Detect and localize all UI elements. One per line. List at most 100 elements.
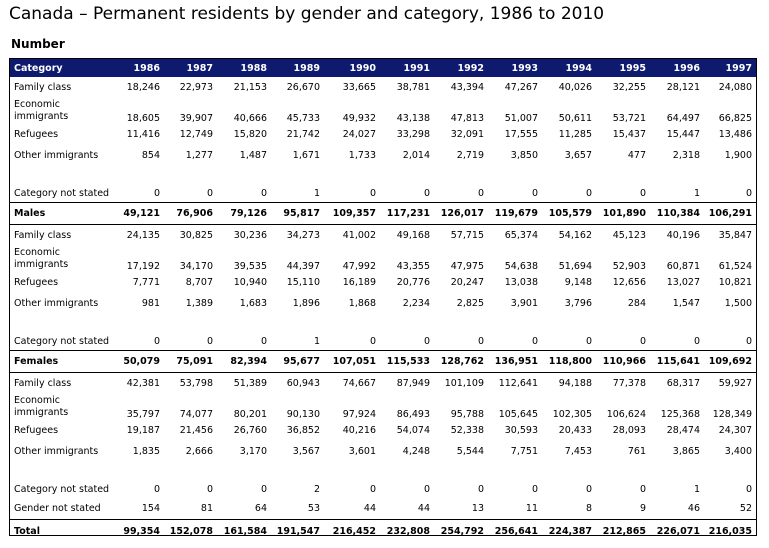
table-cell: 30,236 <box>233 230 267 241</box>
row-label: Other immigrants <box>14 446 99 457</box>
table-cell: 4,248 <box>402 446 430 457</box>
table-cell: 1,683 <box>239 298 267 309</box>
row-label: Family class <box>14 230 72 241</box>
table-cell: 115,641 <box>650 350 704 373</box>
table-cell: 7,771 <box>132 277 160 288</box>
table-cell: 30,825 <box>179 230 213 241</box>
table-cell: 0 <box>745 484 752 495</box>
table-cell: 3,657 <box>564 150 592 161</box>
table-total-row: Males 49,121 76,906 79,126 95,817 109,357 117,… <box>10 202 756 225</box>
table-cell: 1,547 <box>672 298 700 309</box>
table-cell: 49,168 <box>396 230 430 241</box>
table-cell: 52 <box>739 503 752 514</box>
table-cell: 74,077 <box>179 409 213 420</box>
table-cell: 8,707 <box>185 277 213 288</box>
table-cell: 112,641 <box>498 378 538 389</box>
table-cell: 0 <box>585 188 592 199</box>
table-cell: 47,975 <box>450 261 484 272</box>
table-cell: 106,624 <box>606 409 646 420</box>
table-cell: 119,679 <box>488 202 542 225</box>
table-cell: 65,374 <box>504 230 538 241</box>
table-cell: 80,201 <box>233 409 267 420</box>
table-cell: 24,307 <box>718 425 752 436</box>
table-cell: 110,966 <box>596 350 650 373</box>
row-label: Economic immigrants <box>14 395 69 418</box>
table-cell: 152,078 <box>164 519 217 542</box>
table-cell: 3,865 <box>672 446 700 457</box>
table-cell: 13,486 <box>718 129 752 140</box>
table-cell: 20,433 <box>558 425 592 436</box>
table-cell: 21,456 <box>179 425 213 436</box>
table-cell: 10,940 <box>233 277 267 288</box>
table-cell: 0 <box>531 336 538 347</box>
table-cell: 53,721 <box>612 113 646 124</box>
table-cell: 125,368 <box>660 409 700 420</box>
table-cell: 82,394 <box>217 350 271 373</box>
table-body: Family class 18,246 22,973 21,153 26,670 33,6… <box>10 77 756 542</box>
table-cell: 0 <box>745 188 752 199</box>
table-cell: 3,567 <box>292 446 320 457</box>
unit-label: Number <box>11 37 65 51</box>
column-header-category: Category <box>10 59 114 77</box>
table-cell: 20,776 <box>396 277 430 288</box>
table-cell: 28,121 <box>666 82 700 93</box>
table-cell: 22,973 <box>179 82 213 93</box>
table-cell: 126,017 <box>434 202 488 225</box>
table-cell: 0 <box>206 336 213 347</box>
table-cell: 43,355 <box>396 261 430 272</box>
table-cell: 49,121 <box>114 202 164 225</box>
column-header-year: 1988 <box>217 59 271 77</box>
table-cell: 59,927 <box>718 378 752 389</box>
table-cell: 18,246 <box>126 82 160 93</box>
table-cell: 46 <box>687 503 700 514</box>
table-cell: 105,579 <box>542 202 596 225</box>
table-cell: 0 <box>153 484 160 495</box>
table-cell: 9,148 <box>564 277 592 288</box>
table-cell: 256,641 <box>488 519 542 542</box>
data-table: Category 1986 1987 1988 1989 1990 1991 1992 199… <box>10 59 756 542</box>
table-cell: 1,277 <box>185 150 213 161</box>
column-header-year: 1990 <box>324 59 380 77</box>
table-cell: 50,079 <box>114 350 164 373</box>
table-cell: 42,381 <box>126 378 160 389</box>
table-cell: 0 <box>693 336 700 347</box>
table-cell: 0 <box>477 188 484 199</box>
table-row: Other immigrants 1,835 2,666 3,170 3,567 3,60… <box>10 441 756 462</box>
column-header-year: 1996 <box>650 59 704 77</box>
column-header-year: 1993 <box>488 59 542 77</box>
table-cell: 1,487 <box>239 150 267 161</box>
table-row: Category not stated 0 0 0 2 0 0 0 0 0 0 1 0 <box>10 462 756 498</box>
table-cell: 50,611 <box>558 113 592 124</box>
table-cell: 79,126 <box>217 202 271 225</box>
table-cell: 11 <box>525 503 538 514</box>
table-cell: 216,452 <box>324 519 380 542</box>
row-label: Economic immigrants <box>14 99 69 122</box>
row-label: Family class <box>14 82 72 93</box>
table-cell: 54,162 <box>558 230 592 241</box>
table-cell: 154 <box>141 503 160 514</box>
table-cell: 68,317 <box>666 378 700 389</box>
column-header-year: 1997 <box>704 59 756 77</box>
table-cell: 52,338 <box>450 425 484 436</box>
table-cell: 95,677 <box>271 350 324 373</box>
table-cell: 2 <box>313 484 320 495</box>
table-cell: 854 <box>141 150 160 161</box>
table-row: Family class 42,381 53,798 51,389 60,943 74,6… <box>10 373 756 395</box>
table-cell: 51,007 <box>504 113 538 124</box>
table-cell: 7,751 <box>510 446 538 457</box>
table-cell: 5,544 <box>456 446 484 457</box>
row-label: Category not stated <box>14 484 110 495</box>
row-label: Family class <box>14 378 72 389</box>
table-row: Category not stated 0 0 0 1 0 0 0 0 0 0 1 0 <box>10 166 756 203</box>
table-cell: 43,138 <box>396 113 430 124</box>
table-cell: 47,813 <box>450 113 484 124</box>
table-cell: 41,002 <box>342 230 376 241</box>
table-cell: 40,196 <box>666 230 700 241</box>
table-cell: 105,645 <box>498 409 538 420</box>
table-cell: 18,605 <box>126 113 160 124</box>
table-cell: 191,547 <box>271 519 324 542</box>
table-cell: 101,890 <box>596 202 650 225</box>
table-cell: 3,601 <box>348 446 376 457</box>
table-cell: 47,267 <box>504 82 538 93</box>
table-cell: 15,437 <box>612 129 646 140</box>
